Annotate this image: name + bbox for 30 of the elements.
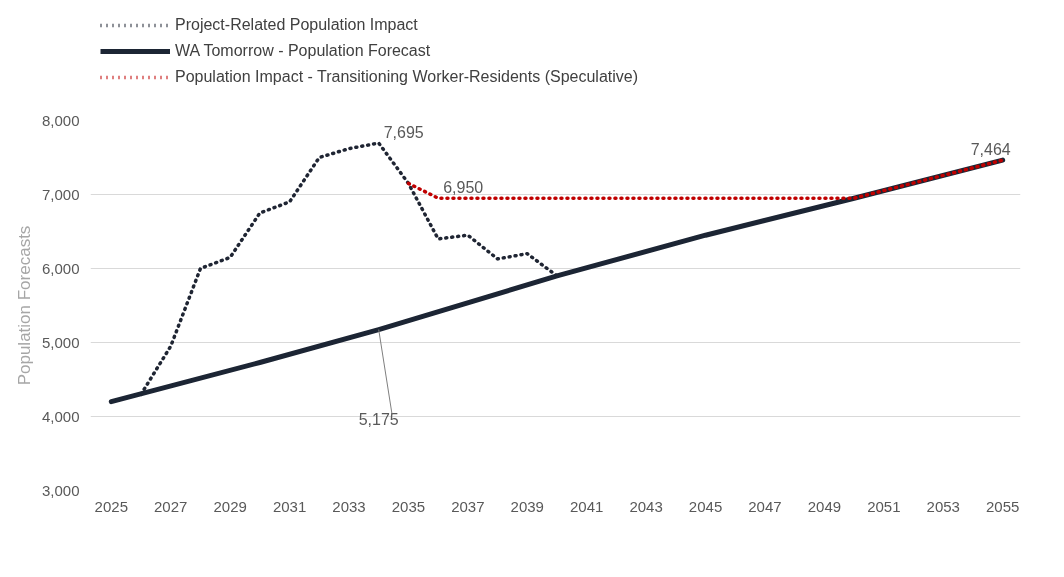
x-tick-label: 2041 [570, 497, 604, 515]
annotation: 5,175 [358, 410, 399, 428]
y-tick-label: 8,000 [41, 111, 80, 129]
x-tick-label: 2029 [213, 497, 247, 515]
x-tick-label: 2051 [867, 497, 901, 515]
y-tick-label: 5,000 [41, 333, 80, 351]
annotation: 6,950 [443, 179, 484, 197]
x-tick-label: 2045 [688, 497, 723, 515]
x-tick-label: 2049 [807, 497, 842, 515]
legend-label: Project-Related Population Impact [175, 16, 418, 34]
x-tick-label: 2025 [94, 497, 128, 515]
legend-label: WA Tomorrow - Population Forecast [175, 42, 431, 60]
y-tick-label: 3,000 [41, 481, 80, 499]
x-tick-label: 2035 [391, 497, 426, 515]
x-tick-label: 2055 [985, 497, 1020, 515]
x-tick-label: 2033 [332, 497, 366, 515]
y-tick-label: 6,000 [41, 259, 80, 277]
y-tick-label: 4,000 [41, 407, 80, 425]
x-tick-label: 2039 [510, 497, 544, 515]
x-tick-label: 2053 [926, 497, 960, 515]
x-tick-label: 2031 [272, 497, 307, 515]
x-tick-label: 2047 [748, 497, 782, 515]
y-tick-label: 7,000 [41, 185, 80, 203]
x-tick-label: 2037 [451, 497, 485, 515]
y-axis-title: Population Forecasts [14, 225, 34, 386]
annotation: 7,464 [970, 141, 1011, 159]
x-tick-label: 2027 [154, 497, 188, 515]
legend-label: Population Impact - Transitioning Worker-Residents (Speculative) [175, 68, 639, 86]
x-tick-label: 2043 [629, 497, 663, 515]
annotation: 7,695 [383, 124, 424, 142]
